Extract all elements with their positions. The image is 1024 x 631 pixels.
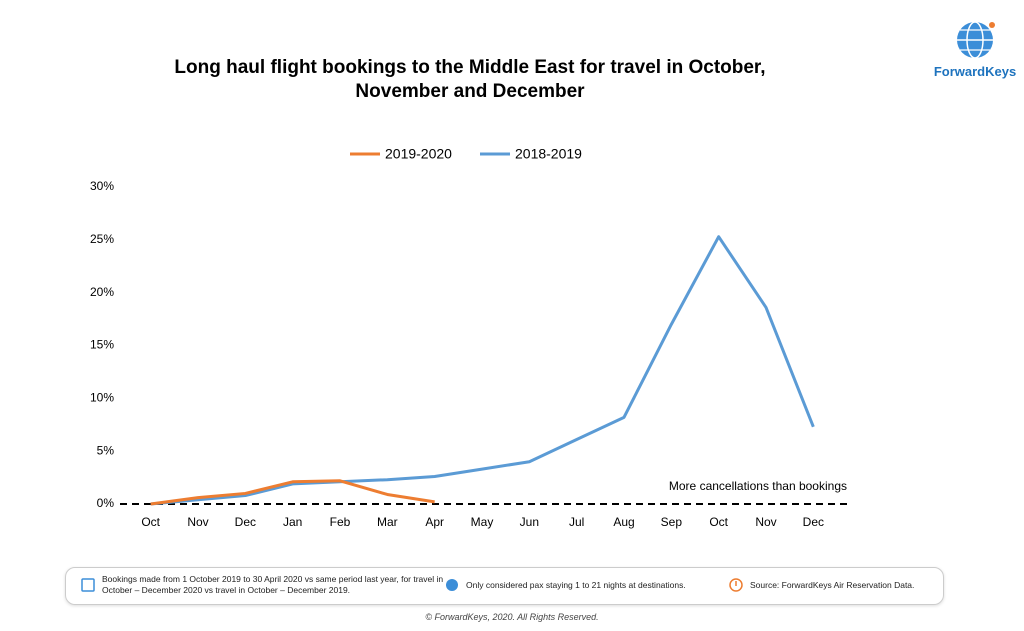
footer-note: Source: ForwardKeys Air Reservation Data… xyxy=(750,580,915,590)
x-tick-label: Sep xyxy=(661,515,683,529)
chart-title: Long haul flight bookings to the Middle … xyxy=(174,57,766,102)
x-tick-label: Oct xyxy=(141,515,160,529)
footer-box: Bookings made from 1 October 2019 to 30 … xyxy=(65,567,944,605)
x-tick-label: Nov xyxy=(755,515,776,529)
annotation: More cancellations than bookings xyxy=(669,479,847,493)
x-tick-label: May xyxy=(471,515,494,529)
series-line xyxy=(150,479,435,506)
y-tick-label: 0% xyxy=(97,496,115,510)
x-tick-label: Nov xyxy=(187,515,208,529)
x-tick-label: Dec xyxy=(803,515,824,529)
legend-label: 2019-2020 xyxy=(385,146,452,162)
x-tick-label: Feb xyxy=(330,515,351,529)
x-tick-label: Aug xyxy=(613,515,634,529)
logo-text: ForwardKeys xyxy=(933,64,1017,79)
footer-note: Only considered pax staying 1 to 21 nigh… xyxy=(466,580,686,590)
y-tick-label: 25% xyxy=(90,232,114,246)
footer-note: Bookings made from 1 October 2019 to 30 … xyxy=(102,574,444,595)
y-tick-label: 30% xyxy=(90,179,114,193)
y-tick-label: 20% xyxy=(90,285,114,299)
x-tick-label: Mar xyxy=(377,515,398,529)
series-line xyxy=(150,235,815,506)
x-tick-label: Jan xyxy=(283,515,302,529)
y-tick-label: 15% xyxy=(90,338,114,352)
x-tick-label: Jul xyxy=(569,515,584,529)
x-tick-label: Jun xyxy=(520,515,539,529)
x-tick-label: Dec xyxy=(235,515,256,529)
copyright: © ForwardKeys, 2020. All Rights Reserved… xyxy=(425,612,599,622)
footer-icons xyxy=(81,578,743,592)
logo-globe xyxy=(957,21,995,59)
y-tick-label: 10% xyxy=(90,391,114,405)
legend-label: 2018-2019 xyxy=(515,146,582,162)
x-tick-label: Apr xyxy=(425,515,444,529)
x-tick-label: Oct xyxy=(709,515,728,529)
y-tick-label: 5% xyxy=(97,443,115,457)
